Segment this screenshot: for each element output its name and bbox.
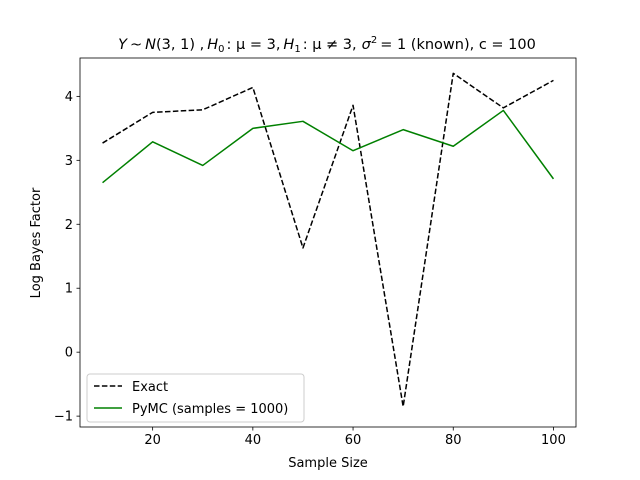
y-tick-label: 2: [65, 218, 73, 233]
y-tick-label: −1: [54, 410, 73, 425]
x-tick-label: 60: [345, 433, 362, 448]
legend: Exact PyMC (samples = 1000): [86, 373, 305, 423]
x-tick-label: 100: [541, 433, 566, 448]
plot-lines: [102, 72, 555, 408]
x-axis-ticks: 20 40 60 80 100: [144, 427, 566, 448]
y-axis-ticks: −1 0 1 2 3 4: [54, 90, 80, 425]
chart-title: Y ~ N(3, 1) , H0: μ = 3, H1: μ ≠ 3, σ2 = 1 (kn…: [118, 35, 536, 55]
y-axis-label: Log Bayes Factor: [29, 187, 44, 298]
y-tick-label: 1: [65, 282, 73, 297]
series-line-pymc: [102, 109, 555, 184]
x-tick-label: 20: [144, 433, 161, 448]
series-line-exact: [102, 72, 554, 408]
x-tick-label: 40: [245, 433, 262, 448]
legend-label-pymc: PyMC (samples = 1000): [132, 402, 288, 417]
x-tick-label: 80: [445, 433, 462, 448]
y-tick-label: 4: [65, 90, 73, 105]
y-tick-label: 0: [65, 346, 73, 361]
plot-frame: [79, 57, 577, 428]
x-axis-label: Sample Size: [288, 456, 368, 471]
legend-label-exact: Exact: [132, 380, 168, 395]
y-tick-label: 3: [65, 154, 73, 169]
legend-box: [86, 373, 305, 423]
